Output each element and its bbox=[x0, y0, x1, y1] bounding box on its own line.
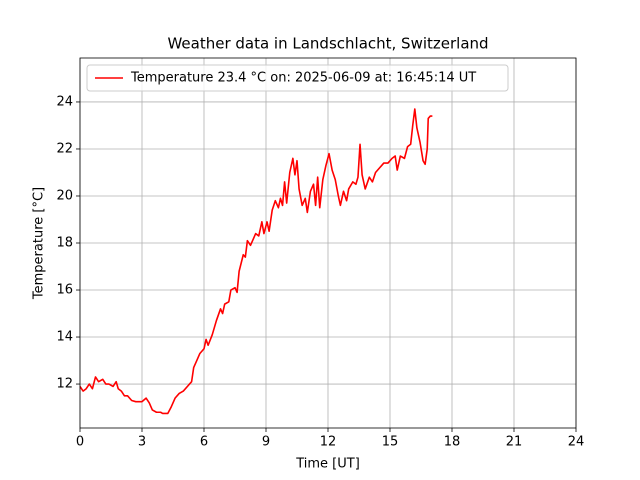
x-axis-label: Time [UT] bbox=[295, 457, 360, 472]
x-tick-label: 18 bbox=[444, 435, 461, 450]
y-tick-label: 20 bbox=[56, 188, 73, 203]
x-tick-label: 9 bbox=[262, 435, 270, 450]
data-line bbox=[79, 108, 433, 415]
x-tick-label: 3 bbox=[138, 435, 146, 450]
legend-box bbox=[86, 64, 509, 92]
y-axis-label: Temperature [°C] bbox=[32, 187, 47, 300]
x-tick-label: 0 bbox=[76, 435, 84, 450]
x-tick-label: 15 bbox=[382, 435, 399, 450]
x-tick-label: 24 bbox=[568, 435, 585, 450]
y-tick-label: 22 bbox=[56, 141, 73, 156]
x-tick-label: 6 bbox=[200, 435, 208, 450]
legend-label: Temperature 23.4 °C on: 2025-06-09 at: 1… bbox=[130, 71, 476, 86]
chart-title: Weather data in Landschlacht, Switzerlan… bbox=[167, 35, 488, 53]
y-tick-label: 16 bbox=[56, 283, 73, 298]
y-tick-label: 24 bbox=[56, 94, 73, 109]
y-tick-label: 14 bbox=[56, 330, 73, 345]
y-tick-label: 12 bbox=[56, 377, 73, 392]
x-tick-label: 12 bbox=[320, 435, 337, 450]
x-tick-label: 21 bbox=[506, 435, 523, 450]
y-tick-label: 18 bbox=[56, 236, 73, 251]
